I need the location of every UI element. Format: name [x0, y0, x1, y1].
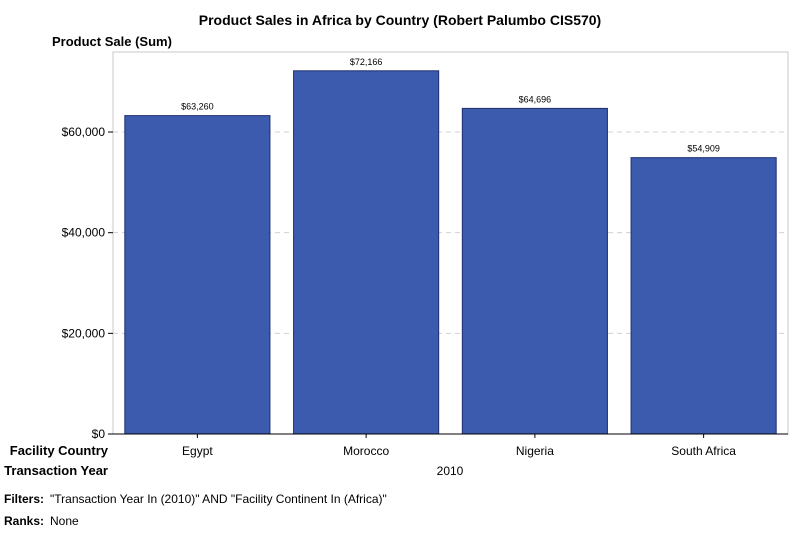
category-label: Morocco: [343, 444, 389, 458]
y-axis-ticks: $0 $20,000 $40,000 $60,000: [62, 125, 113, 441]
filters-label: Filters:: [4, 492, 45, 506]
ranks-label: Ranks:: [4, 514, 45, 528]
y-tick-label: $20,000: [62, 326, 106, 340]
data-label: $54,909: [687, 144, 720, 154]
category-label: Egypt: [182, 444, 213, 458]
category-label: South Africa: [671, 444, 736, 458]
category-labels: Egypt Morocco Nigeria South Africa: [182, 434, 736, 458]
data-label: $72,166: [350, 57, 383, 67]
y-tick-label: $40,000: [62, 226, 106, 240]
y-axis-label: Product Sale (Sum): [52, 34, 172, 49]
group-value-label: 2010: [437, 464, 464, 478]
y-tick-label: $60,000: [62, 125, 106, 139]
y-tick-label: $0: [92, 427, 106, 441]
bar-south-africa: [630, 157, 777, 435]
data-labels: $63,260 $72,166 $64,696 $54,909: [181, 57, 720, 154]
group-row-label: Transaction Year: [4, 463, 108, 478]
ranks-value: None: [50, 514, 79, 528]
bar-egypt: [124, 115, 271, 435]
filters-line: Filters: "Transaction Year In (2010)" AND…: [4, 492, 387, 506]
ranks-line: Ranks: None: [4, 514, 79, 528]
filters-value: "Transaction Year In (2010)" AND "Facili…: [50, 492, 387, 506]
category-row-label: Facility Country: [10, 443, 109, 458]
data-label: $63,260: [181, 102, 214, 112]
bar-chart: Product Sales in Africa by Country (Robe…: [4, 12, 789, 478]
bars: [124, 70, 777, 435]
bar-nigeria: [461, 107, 608, 435]
bar-morocco: [293, 70, 440, 435]
chart-title: Product Sales in Africa by Country (Robe…: [199, 12, 601, 28]
category-label: Nigeria: [516, 444, 554, 458]
data-label: $64,696: [519, 94, 552, 104]
